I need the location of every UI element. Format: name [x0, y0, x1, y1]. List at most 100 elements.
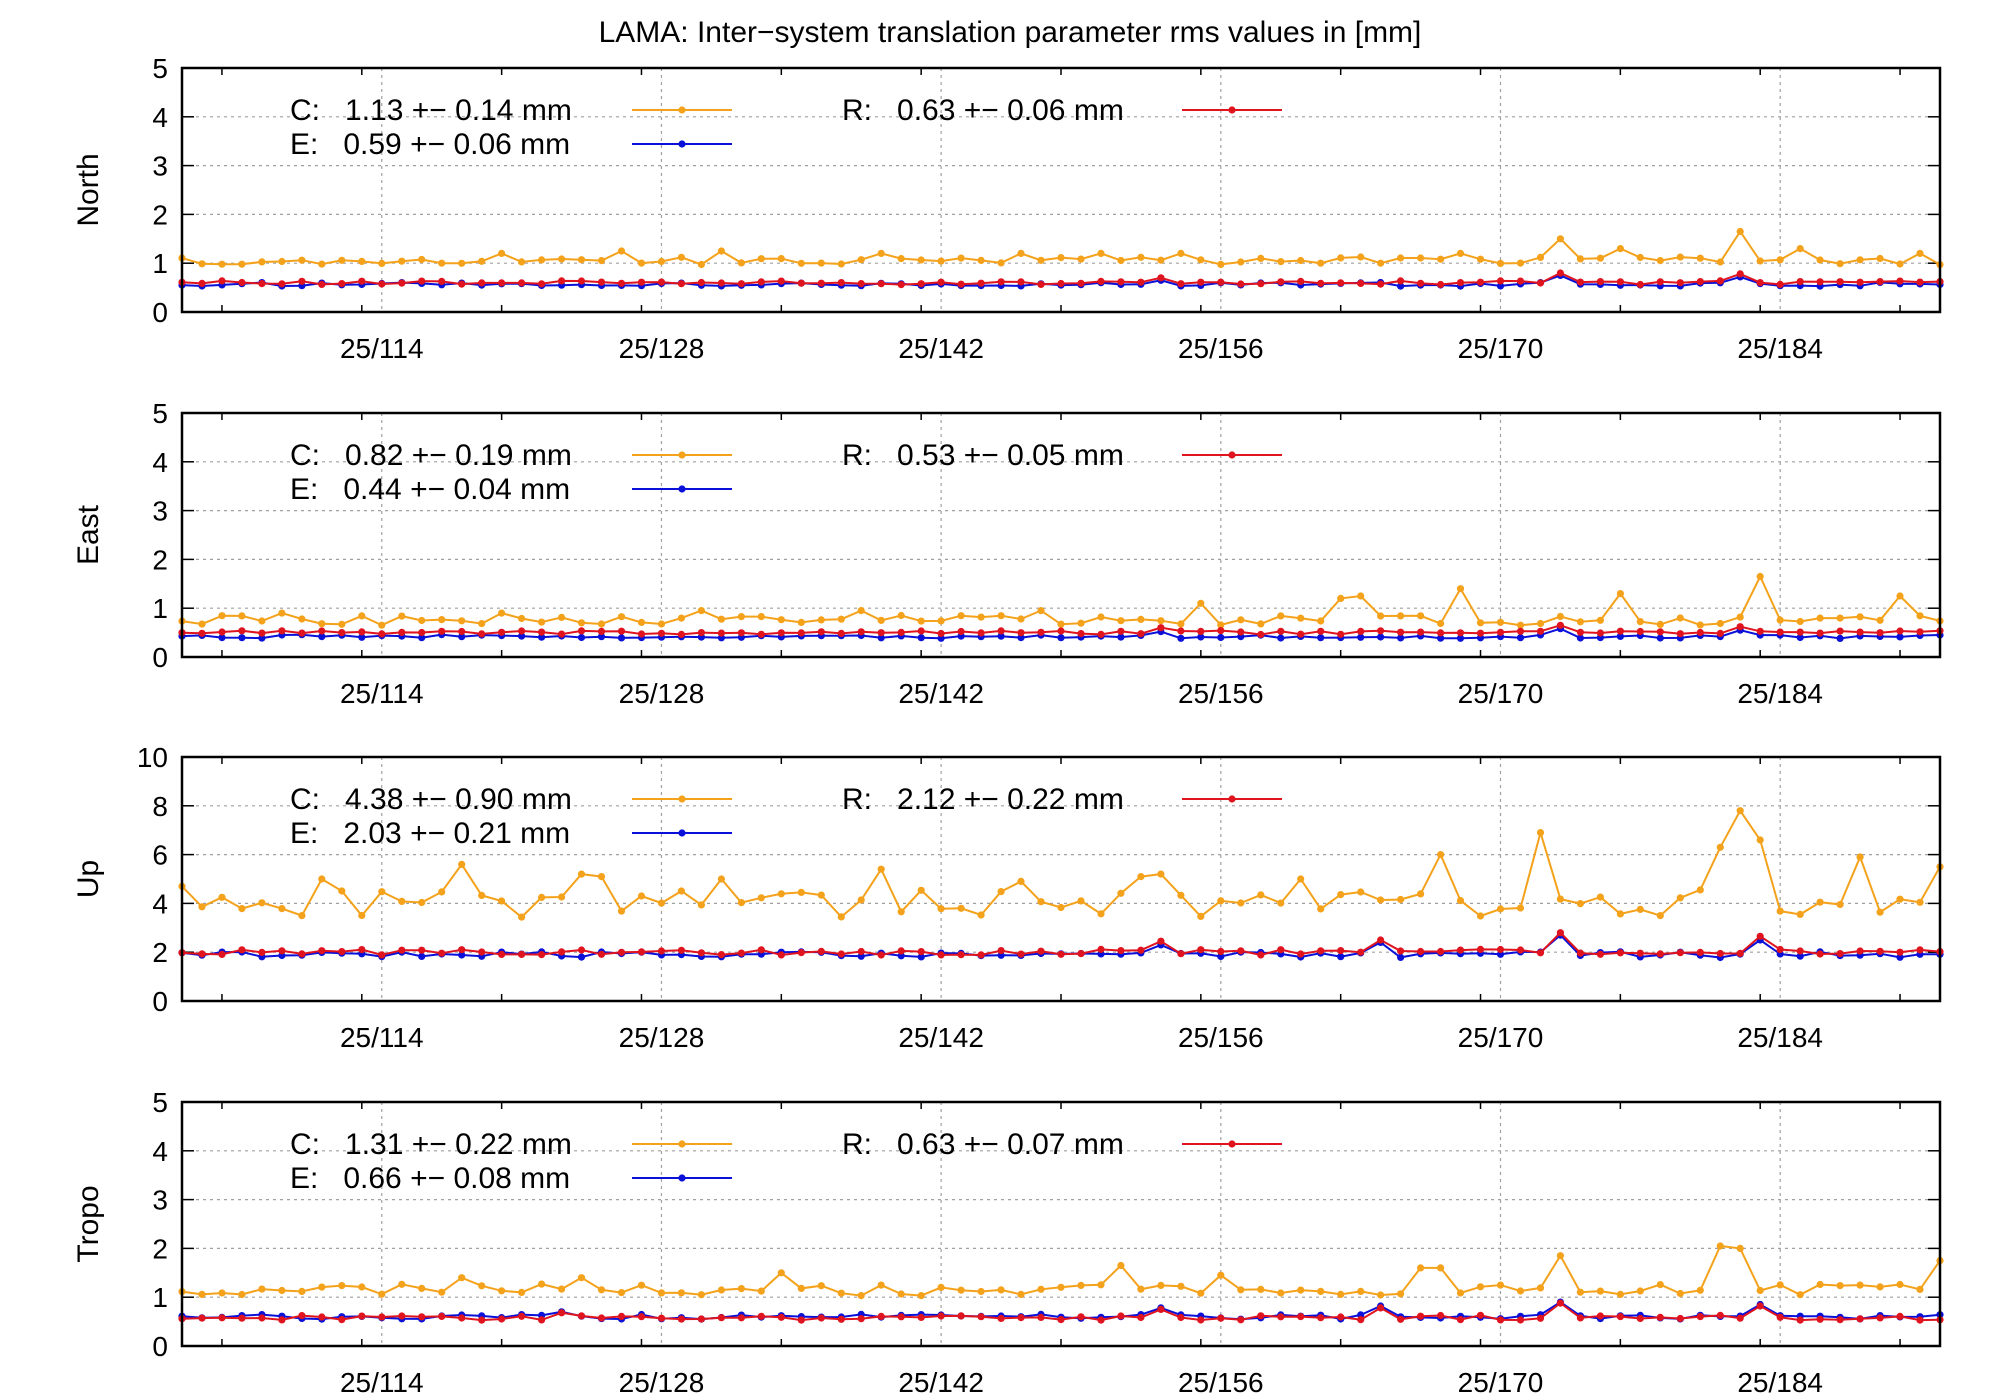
series-R-point — [777, 1313, 785, 1321]
series-C-point — [797, 888, 805, 897]
series-C-point — [558, 255, 566, 263]
series-R-point — [1516, 946, 1525, 954]
series-C-point — [1876, 908, 1884, 916]
series-C-point — [717, 615, 726, 623]
series-C-point — [358, 612, 366, 620]
series-R-point — [1456, 946, 1465, 954]
series-C-point — [1197, 599, 1205, 607]
series-C-point — [697, 1291, 706, 1299]
series-R-point — [1636, 949, 1644, 957]
series-R-point — [1437, 280, 1445, 289]
series-C-point — [1157, 617, 1165, 625]
series-C-point — [897, 1290, 905, 1298]
series-C-point — [1057, 1283, 1065, 1291]
series-C-point — [418, 898, 426, 907]
series-R-point — [957, 951, 965, 959]
series-E-point — [577, 953, 586, 961]
series-R-point — [777, 951, 785, 959]
series-R-point — [378, 1313, 386, 1321]
series-C-point — [438, 259, 446, 267]
series-R-point — [1616, 627, 1624, 635]
y-tick-label: 4 — [152, 447, 168, 478]
series-R-point — [1157, 624, 1165, 632]
series-E-point — [238, 634, 246, 642]
chart-panels: 0 1 2 3 4 5 25/114 25/128 25/142 25/156 25/170 25/1… — [72, 53, 1944, 1398]
series-R-point — [1716, 1311, 1724, 1319]
series-R-point — [1656, 628, 1664, 636]
series-C-point — [1916, 612, 1924, 620]
series-R-point — [1077, 950, 1085, 958]
series-C-point — [1217, 897, 1225, 905]
series-R-point — [1656, 950, 1664, 958]
legend-label-R: R: 0.63 +− 0.07 mm — [842, 1128, 1124, 1161]
series-R-point — [1676, 1314, 1684, 1323]
series-C-point — [1836, 614, 1844, 622]
series-R-point — [1776, 280, 1784, 288]
series-C-point — [917, 256, 925, 264]
series-C-point — [937, 905, 945, 913]
series-R-point — [1736, 949, 1744, 958]
x-tick-label: 25/156 — [1178, 678, 1264, 709]
series-C-point — [1217, 1271, 1225, 1279]
series-C-point — [1157, 256, 1165, 264]
series-C-point — [857, 607, 865, 615]
series-C-point — [657, 899, 666, 907]
series-C-point — [1237, 616, 1245, 624]
series-C-point — [298, 1287, 306, 1295]
y-tick-label: 6 — [152, 840, 168, 871]
series-C-point — [398, 612, 406, 620]
series-R-point — [1397, 947, 1405, 955]
series-C-point — [358, 257, 366, 265]
series-R-point — [398, 946, 406, 954]
series-C-point — [338, 1282, 346, 1290]
series-R-point — [1017, 950, 1025, 958]
series-R-point — [577, 277, 586, 285]
series-C-point — [418, 1284, 426, 1292]
series-C-point — [1397, 612, 1405, 620]
series-C-point — [697, 607, 706, 615]
series-C-point — [1736, 613, 1744, 621]
y-tick-label: 0 — [152, 297, 168, 328]
x-tick-label: 25/184 — [1737, 333, 1823, 364]
series-R-point — [1596, 1312, 1604, 1320]
series-R-point — [1756, 627, 1764, 635]
series-C-point — [1516, 259, 1525, 267]
x-tick-label: 25/184 — [1737, 1367, 1823, 1398]
series-R-point — [1197, 1316, 1205, 1324]
series-C-point — [1177, 249, 1185, 257]
series-C-point — [1337, 254, 1345, 262]
series-R-point — [1456, 629, 1465, 637]
series-E-point — [1377, 633, 1385, 641]
series-R-point — [1736, 270, 1744, 278]
series-R-point — [1896, 627, 1904, 635]
series-C-point — [657, 620, 666, 628]
series-C-point — [857, 896, 865, 904]
series-R-point — [498, 279, 506, 287]
series-C-point — [1576, 1288, 1584, 1296]
legend: C: 1.31 +− 0.22 mmE: 0.66 +− 0.08 mm R: 0… — [290, 1128, 1282, 1195]
series-R-point — [538, 280, 546, 288]
series-R-point — [558, 630, 566, 638]
series-C-point — [977, 911, 985, 919]
series-E-point — [1397, 953, 1405, 962]
series-R-point — [1876, 947, 1884, 955]
y-axis-label: East — [72, 504, 105, 565]
series-C-point — [737, 899, 746, 907]
series-C-point — [1077, 619, 1085, 627]
series-R-point — [1157, 274, 1165, 282]
series-C-point — [617, 907, 626, 915]
y-tick-label: 3 — [152, 151, 168, 182]
series-R-point — [1696, 278, 1704, 286]
series-R-point — [1456, 1316, 1465, 1324]
series-R-point — [957, 280, 965, 288]
series-C-point — [577, 619, 586, 627]
series-R-point — [1556, 1299, 1564, 1307]
series-R-point — [1117, 278, 1125, 286]
series-C-point — [757, 613, 765, 621]
series-C-point — [637, 259, 646, 267]
legend-label-E: E: 0.59 +− 0.06 mm — [290, 128, 570, 161]
series-R-point — [298, 950, 306, 958]
series-R-point — [1377, 280, 1385, 288]
series-C-point — [1417, 890, 1425, 898]
series-R-point — [837, 950, 845, 958]
